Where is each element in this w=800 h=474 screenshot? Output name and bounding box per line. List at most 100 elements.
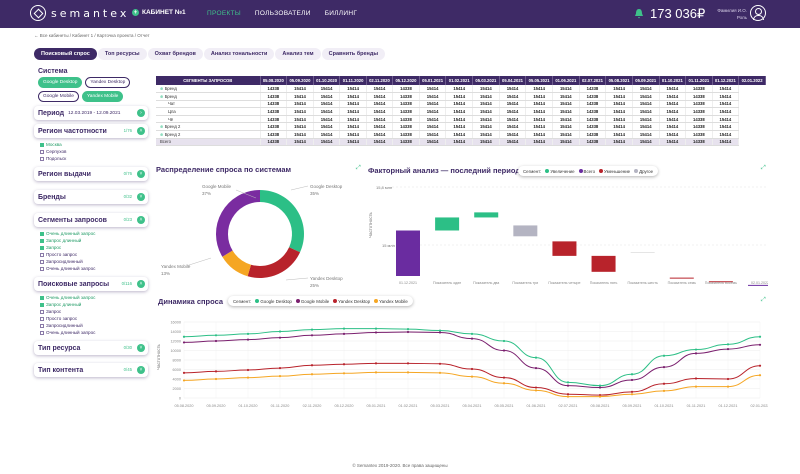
- expand-row-icon[interactable]: ⊕: [160, 124, 165, 130]
- content-type-filter[interactable]: Тип контента 0/45 ˅: [34, 363, 148, 377]
- data-point[interactable]: [758, 364, 762, 367]
- legend-google-desktop[interactable]: Google Desktop: [255, 298, 292, 304]
- segment-option[interactable]: Запросидлинный: [40, 258, 148, 265]
- header-date[interactable]: 05.03.2021: [472, 76, 500, 85]
- header-date[interactable]: 02.01.2022: [738, 76, 766, 85]
- tab-sentiment[interactable]: Анализ тональности: [203, 48, 275, 60]
- legend-total[interactable]: Всего: [578, 168, 595, 174]
- legend-increase[interactable]: Увеличение: [545, 168, 575, 174]
- data-point[interactable]: [502, 349, 506, 352]
- waterfall-bar[interactable]: [513, 225, 538, 237]
- data-point[interactable]: [406, 371, 410, 374]
- data-point[interactable]: [214, 339, 218, 343]
- header-date[interactable]: 01.12.2021: [712, 76, 740, 85]
- data-point[interactable]: [214, 370, 218, 373]
- nav-projects[interactable]: ПРОЕКТЫ: [207, 10, 241, 17]
- data-point[interactable]: [470, 367, 474, 371]
- data-point[interactable]: [630, 378, 634, 382]
- expand-icon[interactable]: ⤢: [761, 165, 766, 171]
- data-point[interactable]: [182, 335, 186, 338]
- data-point[interactable]: [662, 382, 666, 385]
- data-point[interactable]: [182, 379, 186, 382]
- header-date[interactable]: 05.05.2021: [525, 76, 553, 85]
- user-info[interactable]: Фамилия И.О. Роль: [707, 7, 747, 21]
- header-date[interactable]: 05.09.2020: [286, 76, 314, 85]
- tab-compare-brands[interactable]: Сравнить бренды: [321, 48, 386, 60]
- chevron-right-icon[interactable]: ›: [137, 109, 145, 117]
- tab-topics[interactable]: Анализ тем: [275, 48, 321, 60]
- option-podolsk[interactable]: Подольск: [40, 155, 148, 162]
- expand-icon[interactable]: ⤢: [761, 297, 766, 303]
- data-point[interactable]: [598, 386, 602, 389]
- pill-yandex-mobile[interactable]: Yandex Mobile: [81, 91, 124, 102]
- data-point[interactable]: [566, 395, 570, 398]
- data-point[interactable]: [566, 384, 570, 387]
- legend-other[interactable]: Другое: [634, 168, 653, 174]
- waterfall-bar[interactable]: [591, 255, 616, 272]
- waterfall-bar[interactable]: [552, 241, 577, 256]
- data-point[interactable]: [502, 376, 506, 379]
- data-point[interactable]: [566, 393, 570, 396]
- data-point[interactable]: [374, 371, 378, 374]
- header-date[interactable]: 05.01.2021: [419, 76, 447, 85]
- legend-google-mobile[interactable]: Google Mobile: [295, 298, 329, 304]
- table-row[interactable]: ⊕ Бренд 2 14338 15414 15414 15414 15414 14338 1…: [156, 130, 766, 139]
- data-point[interactable]: [470, 375, 474, 378]
- data-point[interactable]: [534, 386, 538, 389]
- donut-slice-yandex-mobile[interactable]: [222, 250, 251, 277]
- data-point[interactable]: [694, 385, 698, 388]
- waterfall-bar[interactable]: [435, 217, 460, 231]
- data-point[interactable]: [726, 347, 730, 351]
- header-date[interactable]: 01.10.2021: [659, 76, 687, 85]
- chevron-down-icon[interactable]: ˅: [137, 170, 145, 178]
- legend-yandex-desktop[interactable]: Yandex Desktop: [333, 298, 370, 304]
- data-point[interactable]: [502, 339, 506, 343]
- segment-option[interactable]: Запрос длинный: [40, 237, 148, 244]
- chevron-down-icon[interactable]: ˅: [137, 193, 145, 201]
- data-point[interactable]: [182, 371, 186, 374]
- segment-option[interactable]: Запрос: [40, 244, 148, 251]
- pill-yandex-desktop[interactable]: Yandex Desktop: [85, 77, 131, 88]
- query-option[interactable]: Очень длинный запрос: [40, 294, 148, 301]
- data-point[interactable]: [246, 368, 250, 372]
- table-row[interactable]: ⊕ Бренд 14338 15414 15414 15414 15414 14338 154…: [156, 92, 766, 101]
- header-date[interactable]: 01.11.2020: [339, 76, 367, 85]
- query-option[interactable]: Очень длинный запрос: [40, 329, 148, 336]
- data-point[interactable]: [694, 377, 698, 380]
- header-date[interactable]: 01.06.2021: [552, 76, 580, 85]
- tab-search-demand[interactable]: Поисковый спрос: [34, 48, 97, 60]
- bell-icon[interactable]: [634, 8, 644, 19]
- data-point[interactable]: [566, 381, 570, 384]
- data-point[interactable]: [470, 337, 474, 340]
- logo[interactable]: semantex: [30, 5, 129, 21]
- table-row[interactable]: Цпа 14338 15414 15414 15414 15414 14338 15414 15…: [156, 107, 766, 116]
- data-point[interactable]: [342, 332, 346, 335]
- data-point[interactable]: [310, 328, 314, 331]
- queries-filter[interactable]: Поисковые запросы 0/116 ˄: [34, 277, 148, 291]
- segment-option[interactable]: Просто запрос: [40, 251, 148, 258]
- data-point[interactable]: [726, 385, 730, 388]
- expand-row-icon[interactable]: ⊕: [160, 131, 165, 137]
- data-point[interactable]: [374, 331, 378, 334]
- tab-top-resources[interactable]: Топ ресурсы: [97, 48, 147, 60]
- data-point[interactable]: [758, 374, 762, 377]
- data-point[interactable]: [534, 389, 538, 392]
- data-point[interactable]: [662, 366, 666, 369]
- data-point[interactable]: [534, 356, 538, 359]
- query-option[interactable]: Просто запрос: [40, 315, 148, 322]
- data-point[interactable]: [278, 366, 282, 370]
- segments-filter[interactable]: Сегменты запросов 0/23 ˄: [34, 213, 148, 227]
- data-point[interactable]: [630, 390, 634, 393]
- data-point[interactable]: [726, 377, 730, 381]
- waterfall-bar[interactable]: [748, 284, 768, 286]
- legend-decrease[interactable]: Уменьшение: [599, 168, 630, 174]
- data-point[interactable]: [758, 343, 762, 346]
- output-region-filter[interactable]: Регион выдачи 0/76 ˅: [34, 167, 148, 181]
- data-point[interactable]: [278, 375, 282, 378]
- resource-type-filter[interactable]: Тип ресурса 0/30 ˅: [34, 341, 148, 355]
- pill-google-desktop[interactable]: Google Desktop: [38, 77, 83, 88]
- data-point[interactable]: [438, 362, 442, 365]
- data-point[interactable]: [534, 366, 538, 370]
- donut-slice-yandex-desktop[interactable]: [247, 247, 301, 278]
- data-point[interactable]: [182, 341, 186, 344]
